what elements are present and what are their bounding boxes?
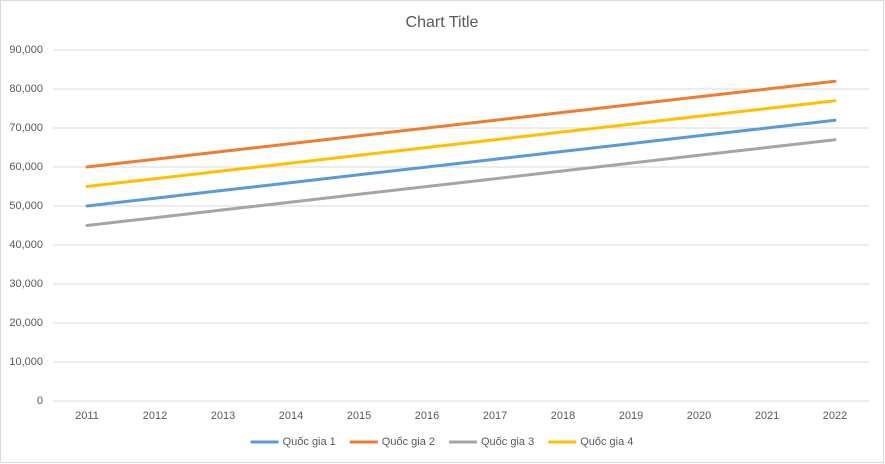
y-tick-label: 60,000 — [9, 161, 43, 173]
x-tick-label: 2015 — [347, 410, 371, 422]
x-tick-label: 2020 — [687, 410, 711, 422]
x-tick-label: 2017 — [483, 410, 507, 422]
x-tick-label: 2022 — [823, 410, 847, 422]
legend-label: Quốc gia 2 — [382, 436, 435, 448]
y-tick-label: 70,000 — [9, 122, 43, 134]
y-tick-label: 20,000 — [9, 317, 43, 329]
x-tick-label: 2021 — [755, 410, 779, 422]
x-tick-label: 2011 — [75, 410, 99, 422]
series-line — [85, 118, 837, 208]
x-tick-label: 2019 — [619, 410, 643, 422]
legend-label: Quốc gia 1 — [283, 436, 336, 448]
x-tick-label: 2016 — [415, 410, 439, 422]
y-tick-label: 50,000 — [9, 200, 43, 212]
x-tick-label: 2018 — [551, 410, 575, 422]
y-tick-label: 10,000 — [9, 356, 43, 368]
y-tick-label: 90,000 — [9, 44, 43, 56]
x-tick-label: 2013 — [211, 410, 235, 422]
legend-label: Quốc gia 3 — [481, 436, 534, 448]
x-tick-label: 2014 — [279, 410, 303, 422]
y-tick-label: 80,000 — [9, 83, 43, 95]
legend-label: Quốc gia 4 — [580, 436, 633, 448]
y-tick-label: 0 — [37, 395, 43, 407]
series-line — [85, 138, 837, 227]
x-tick-label: 2012 — [143, 410, 167, 422]
series-line — [85, 99, 837, 188]
y-tick-label: 30,000 — [9, 278, 43, 290]
series-line — [85, 79, 837, 169]
chart-title: Chart Title — [406, 14, 479, 31]
y-tick-label: 40,000 — [9, 239, 43, 251]
